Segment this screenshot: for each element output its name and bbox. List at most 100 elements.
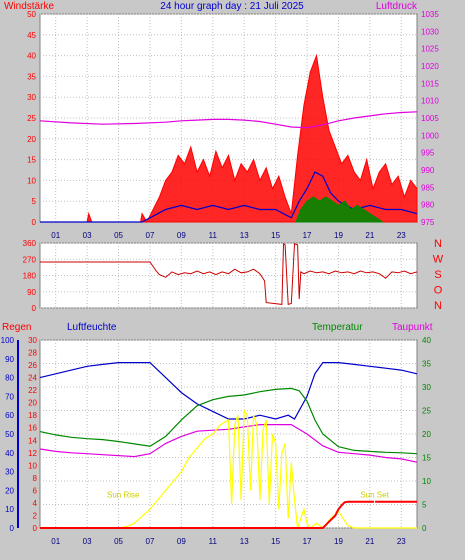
temperature-tick-label: 5	[422, 501, 427, 510]
pressure-tick-label: 1015	[421, 79, 439, 88]
direction-tick-label: 270	[23, 255, 37, 264]
rain-tick-label: 26	[28, 361, 37, 370]
rain-tick-label: 16	[28, 424, 37, 433]
pressure-tick-label: 1030	[421, 27, 439, 36]
rain-tick-label: 22	[28, 386, 37, 395]
wind-series	[39, 53, 418, 224]
chart-title: 24 hour graph day : 21 Juli 2025	[160, 1, 304, 12]
humidity-tick-label: 60	[5, 411, 14, 420]
wind-x-tick-label: 17	[303, 231, 312, 240]
rain-tick-label: 8	[33, 474, 38, 483]
humidity-tick-label: 0	[10, 524, 15, 533]
humidity-tick-label: 50	[5, 430, 14, 439]
direction-y-ticks: 0 90 180 270 360	[23, 239, 37, 313]
pressure-tick-label: 1000	[421, 131, 439, 140]
wind-x-ticks: 01 03 05 07 09 11 13 15 17 19 21 23	[51, 231, 406, 240]
direction-letter: O	[434, 285, 443, 297]
sunset-label: Sun Set	[360, 490, 389, 499]
wind-x-tick-label: 11	[209, 231, 218, 240]
climate-x-tick-label: 21	[365, 537, 374, 546]
wind-tick-label: 10	[27, 176, 36, 185]
direction-series	[40, 243, 418, 306]
pressure-tick-label: 1010	[421, 97, 439, 106]
wind-tick-label: 45	[27, 31, 36, 40]
pressure-tick-label: 980	[421, 201, 435, 210]
temperature-tick-label: 15	[422, 454, 431, 463]
temperature-tick-label: 0	[422, 524, 427, 533]
direction-tick-label: 360	[23, 239, 37, 248]
wind-x-tick-label: 03	[83, 231, 92, 240]
temperature-tick-label: 40	[422, 336, 431, 345]
humidity-axis-title: Luftfeuchte	[67, 322, 117, 333]
pressure-tick-label: 1025	[421, 45, 439, 54]
pressure-tick-label: 990	[421, 166, 435, 175]
climate-x-tick-label: 15	[271, 537, 280, 546]
wind-tick-label: 5	[32, 197, 37, 206]
direction-plot-area	[39, 242, 418, 309]
wind-speed-line	[40, 53, 418, 224]
wind-tick-label: 15	[27, 156, 36, 165]
climate-x-tick-label: 01	[51, 537, 60, 546]
humidity-tick-label: 30	[5, 468, 14, 477]
dewpoint-axis-title: Taupunkt	[392, 322, 433, 333]
temperature-axis-title: Temperatur	[312, 322, 363, 333]
gust-line	[295, 196, 385, 223]
rain-tick-label: 10	[28, 461, 37, 470]
temperature-tick-label: 35	[422, 360, 431, 369]
wind-tick-label: 40	[27, 52, 36, 61]
wind-tick-label: 35	[27, 72, 36, 81]
climate-x-tick-label: 17	[303, 537, 312, 546]
climate-x-tick-label: 03	[83, 537, 92, 546]
wind-x-tick-label: 15	[271, 231, 280, 240]
wind-x-tick-label: 21	[365, 231, 374, 240]
temperature-y-ticks: 0 5 10 15 20 25 30 35 40	[422, 336, 431, 533]
pressure-tick-label: 1035	[421, 10, 439, 19]
climate-x-tick-label: 05	[114, 537, 123, 546]
sunrise-label: Sun Rise	[107, 490, 140, 499]
climate-x-tick-label: 09	[177, 537, 186, 546]
wind-tick-label: 0	[32, 218, 37, 227]
climate-x-tick-label: 07	[146, 537, 155, 546]
wind-x-tick-label: 13	[240, 231, 249, 240]
direction-tick-label: 90	[27, 288, 36, 297]
wind-x-tick-label: 19	[334, 231, 343, 240]
rain-tick-label: 14	[28, 436, 37, 445]
climate-x-ticks: 01 03 05 07 09 11 13 15 17 19 21 23	[51, 537, 406, 546]
wind-tick-label: 20	[27, 135, 36, 144]
temperature-tick-label: 30	[422, 383, 431, 392]
temperature-line	[39, 387, 418, 455]
temperature-tick-label: 10	[422, 477, 431, 486]
rain-tick-label: 18	[28, 411, 37, 420]
wind-direction-line	[40, 243, 418, 306]
wind-x-tick-label: 01	[51, 231, 60, 240]
humidity-tick-label: 40	[5, 449, 14, 458]
climate-x-tick-label: 11	[209, 537, 218, 546]
climate-series	[39, 362, 418, 529]
humidity-tick-label: 70	[5, 392, 14, 401]
wind-axis-title: Windstärke	[4, 1, 54, 12]
wind-tick-label: 30	[27, 93, 36, 102]
temperature-tick-label: 20	[422, 430, 431, 439]
rain-tick-label: 2	[33, 511, 38, 520]
rain-tick-label: 28	[28, 349, 37, 358]
rain-tick-label: 24	[28, 374, 37, 383]
humidity-tick-label: 90	[5, 355, 14, 364]
humidity-tick-label: 100	[1, 336, 15, 345]
pressure-y-ticks: 975 980 985 990 995 1000 1005 1010 1015 1020 1025 1…	[421, 10, 439, 227]
pressure-tick-label: 1020	[421, 62, 439, 71]
pressure-tick-label: 975	[421, 218, 435, 227]
climate-gridlines	[40, 339, 417, 529]
sun-annotations: Sun Rise Sun Set	[107, 490, 390, 512]
direction-letter: S	[434, 269, 441, 281]
direction-gridlines	[40, 242, 417, 309]
pressure-tick-label: 1005	[421, 114, 439, 123]
pressure-line	[39, 111, 418, 129]
climate-x-tick-label: 13	[240, 537, 249, 546]
